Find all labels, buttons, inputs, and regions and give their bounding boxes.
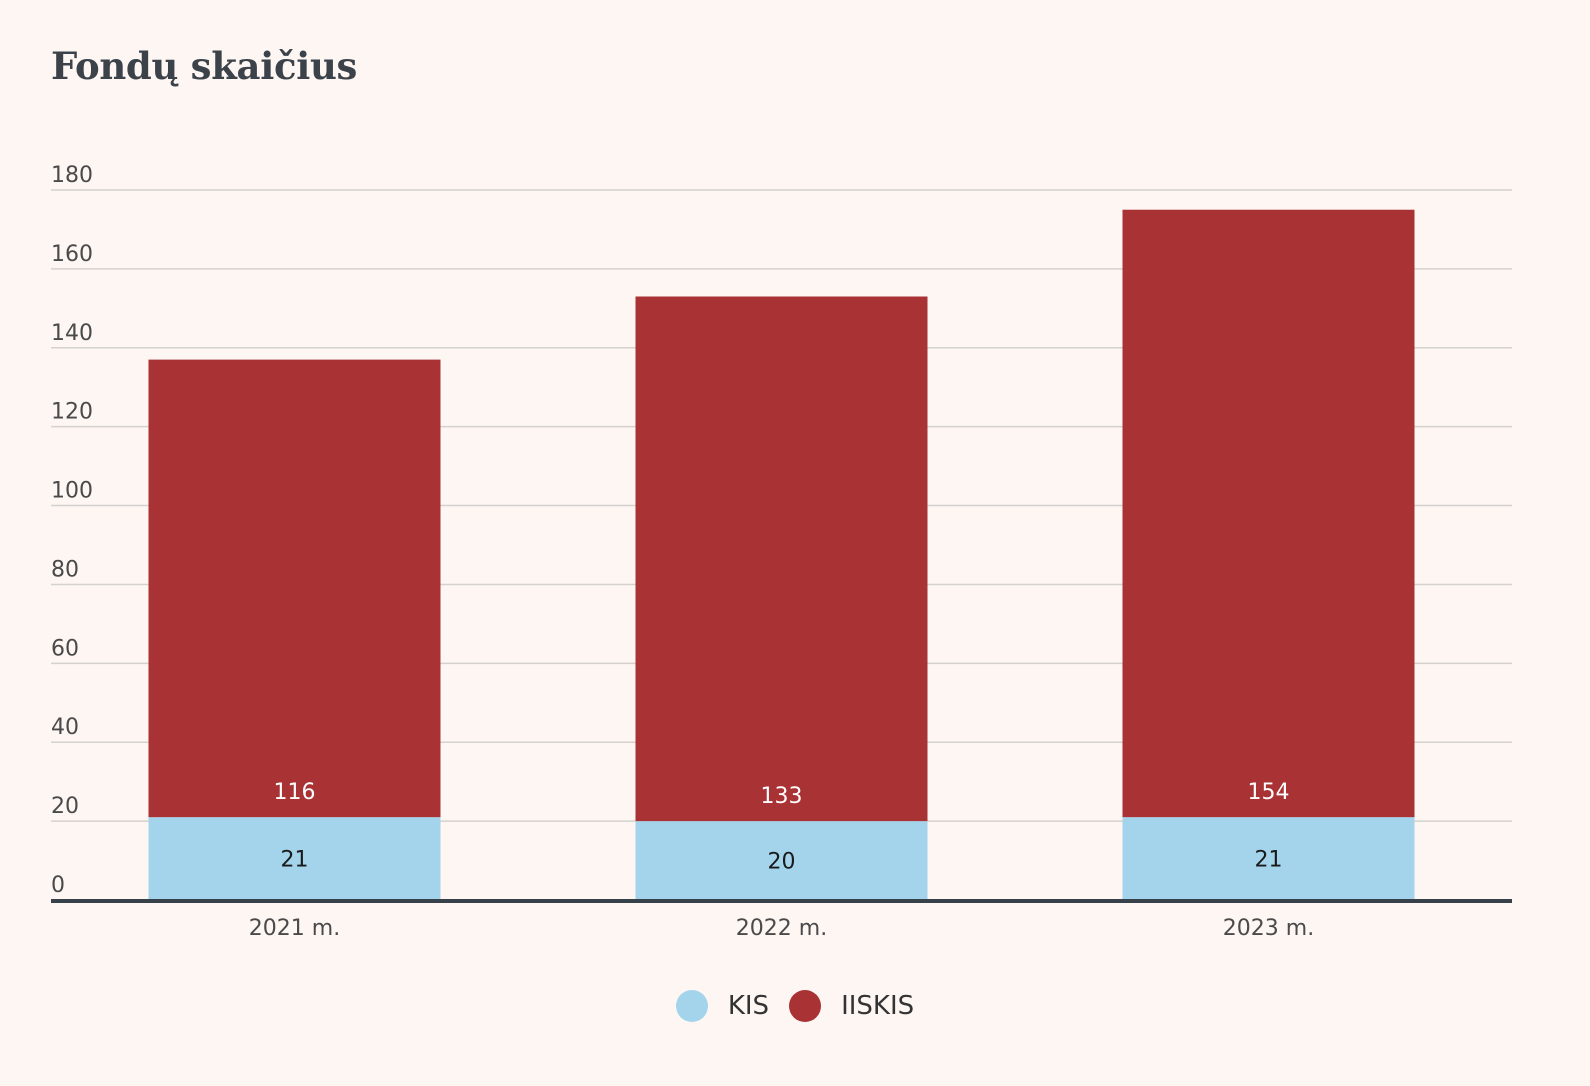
- legend-swatch-kis: [675, 990, 708, 1022]
- legend-item-iiskis[interactable]: IISKIS: [789, 990, 914, 1022]
- y-tick-label: 100: [51, 479, 93, 504]
- legend-label-iiskis: IISKIS: [841, 991, 915, 1021]
- data-label: 21: [281, 848, 309, 873]
- y-tick-label: 40: [51, 715, 79, 740]
- y-tick-label: 180: [51, 163, 93, 188]
- bar-segment-kis: [148, 817, 441, 900]
- bar-segment-kis: [1122, 817, 1415, 900]
- y-tick-label: 80: [51, 557, 79, 582]
- x-tick-label: 2022 m.: [736, 916, 827, 941]
- y-tick-label: 20: [51, 794, 79, 819]
- chart-title: Fondų skaičius: [51, 44, 358, 88]
- y-tick-label: 120: [51, 400, 93, 425]
- x-tick-label: 2023 m.: [1223, 916, 1314, 941]
- legend-swatch-iiskis: [789, 990, 822, 1022]
- data-label: 154: [1248, 780, 1290, 805]
- bar-segment-iiskis: [635, 296, 928, 822]
- y-tick-label: 60: [51, 636, 79, 661]
- y-tick-label: 140: [51, 321, 93, 346]
- bar-segment-iiskis: [1122, 209, 1415, 818]
- chart-legend: KIS IISKIS: [0, 990, 1590, 1022]
- data-label: 20: [768, 850, 796, 875]
- data-label: 133: [761, 784, 803, 809]
- bar-segment-kis: [635, 821, 928, 900]
- legend-item-kis[interactable]: KIS: [675, 990, 770, 1022]
- legend-label-kis: KIS: [727, 991, 770, 1021]
- data-label: 116: [274, 780, 316, 805]
- x-tick-label: 2021 m.: [249, 916, 340, 941]
- y-tick-label: 160: [51, 242, 93, 267]
- data-label: 21: [1255, 848, 1283, 873]
- y-tick-label: 0: [51, 873, 65, 898]
- bar-segment-iiskis: [148, 359, 441, 818]
